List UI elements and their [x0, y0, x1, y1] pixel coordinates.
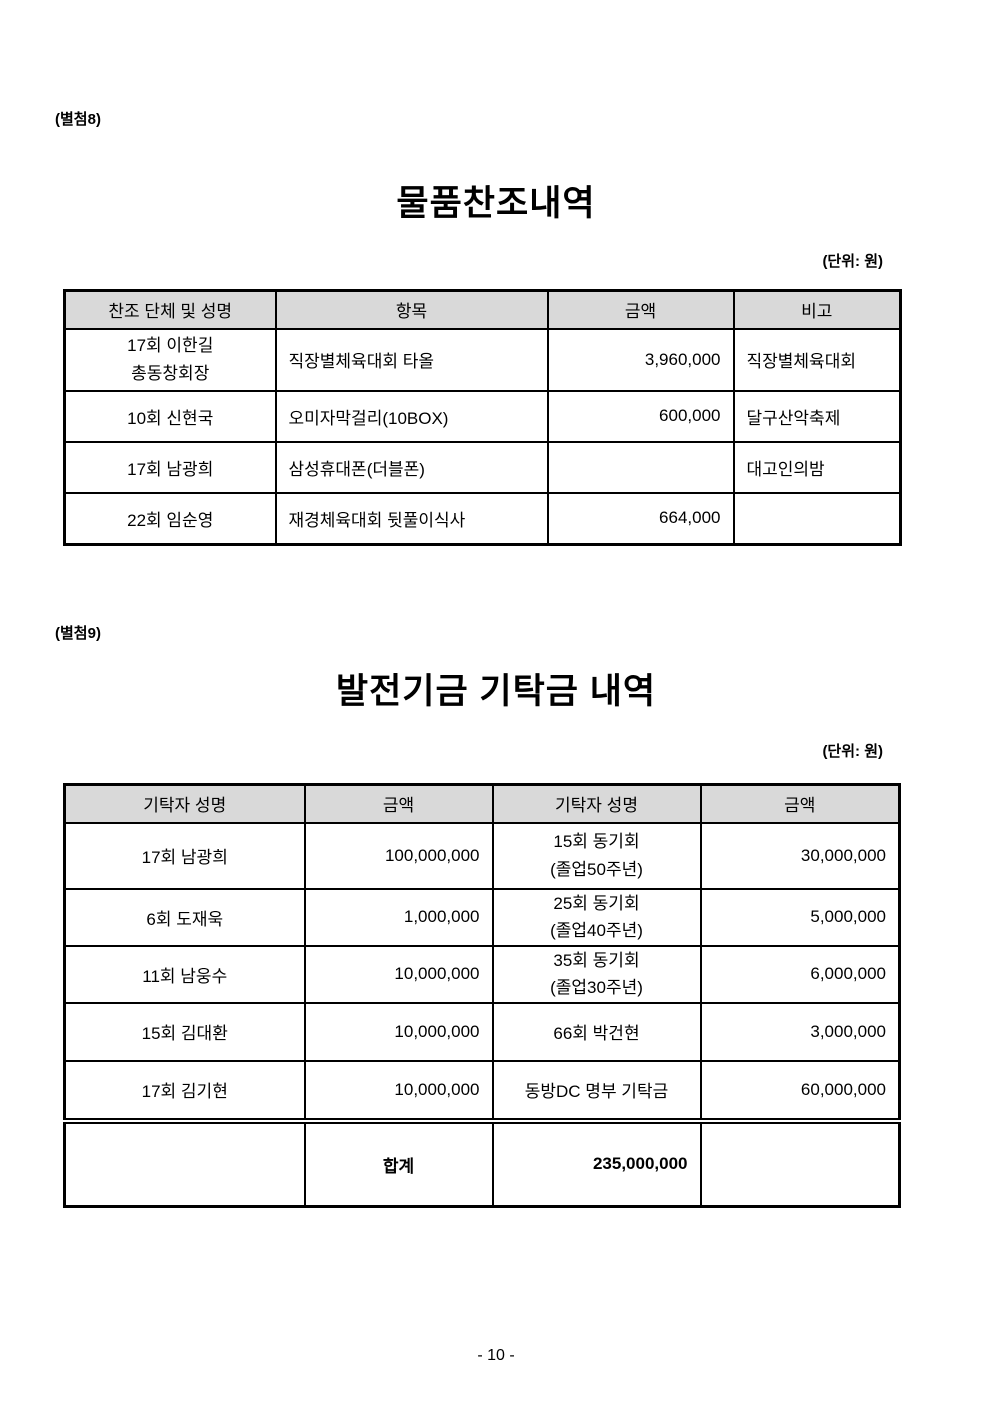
table-row: 17회 김기현 10,000,000 동방DC 명부 기탁금 60,000,00… — [63, 1059, 901, 1122]
cell-donor-right: 25회 동기회 (졸업40주년) — [491, 887, 702, 947]
header-donor: 찬조 단체 및 성명 — [63, 289, 277, 330]
table-row: 17회 남광희 100,000,000 15회 동기회 (졸업50주년) 30,… — [63, 821, 901, 890]
cell-donor-left: 6회 도재욱 — [63, 887, 306, 947]
cell-amount-left: 100,000,000 — [303, 821, 494, 890]
cell-item: 재경체육대회 뒷풀이식사 — [274, 491, 549, 546]
section2-unit-label: (단위: 원) — [822, 743, 883, 760]
cell-note — [732, 491, 902, 546]
cell-amount-left: 10,000,000 — [303, 1001, 494, 1062]
table-row: 11회 남웅수 10,000,000 35회 동기회 (졸업30주년) 6,00… — [63, 944, 901, 1004]
cell-donor-right: 15회 동기회 (졸업50주년) — [491, 821, 702, 890]
table-row: 22회 임순영 재경체육대회 뒷풀이식사 664,000 — [63, 491, 902, 546]
cell-donor: 17회 남광희 — [63, 440, 277, 494]
cell-amount — [546, 440, 735, 494]
cell-note: 대고인의밤 — [732, 440, 902, 494]
table-row: 15회 김대환 10,000,000 66회 박건현 3,000,000 — [63, 1001, 901, 1062]
cell-donor-right: 66회 박건현 — [491, 1001, 702, 1062]
cell-donor-left: 15회 김대환 — [63, 1001, 306, 1062]
cell-amount: 664,000 — [546, 491, 735, 546]
cell-donor: 17회 이한길 총동창회장 — [63, 327, 277, 392]
cell-item: 직장별체육대회 타올 — [274, 327, 549, 392]
header-donor-right: 기탁자 성명 — [491, 783, 702, 824]
cell-amount-right: 5,000,000 — [699, 887, 901, 947]
header-note: 비고 — [732, 289, 902, 330]
table-header-row: 찬조 단체 및 성명 항목 금액 비고 — [63, 289, 902, 330]
cell-note: 직장별체육대회 — [732, 327, 902, 392]
cell-total-label: 합계 — [303, 1117, 494, 1208]
cell-amount-left: 10,000,000 — [303, 944, 494, 1004]
total-row: 합계 235,000,000 — [63, 1117, 901, 1208]
cell-amount: 3,960,000 — [546, 327, 735, 392]
section2-title: 발전기금 기탁금 내역 — [335, 672, 657, 711]
table-row: 17회 남광희 삼성휴대폰(더블폰) 대고인의밤 — [63, 440, 902, 494]
header-donor-left: 기탁자 성명 — [63, 783, 306, 824]
attachment-label-8: (별첨8) — [55, 111, 101, 128]
cell-amount-left: 10,000,000 — [303, 1059, 494, 1122]
cell-donor-left: 17회 김기현 — [63, 1059, 306, 1122]
cell-empty — [699, 1117, 901, 1208]
table-row: 17회 이한길 총동창회장 직장별체육대회 타올 3,960,000 직장별체육… — [63, 327, 902, 392]
cell-empty — [63, 1117, 306, 1208]
cell-item: 삼성휴대폰(더블폰) — [274, 440, 549, 494]
cell-donor-left: 17회 남광희 — [63, 821, 306, 890]
cell-amount-right: 60,000,000 — [699, 1059, 901, 1122]
table-header-row: 기탁자 성명 금액 기탁자 성명 금액 — [63, 783, 901, 824]
header-amount-right: 금액 — [699, 783, 901, 824]
table-row: 10회 신현국 오미자막걸리(10BOX) 600,000 달구산악축제 — [63, 389, 902, 443]
section1-title: 물품찬조내역 — [396, 184, 596, 223]
table-row: 6회 도재욱 1,000,000 25회 동기회 (졸업40주년) 5,000,… — [63, 887, 901, 947]
page-number: - 10 - — [477, 1347, 515, 1364]
cell-donor-right: 동방DC 명부 기탁금 — [491, 1059, 702, 1122]
cell-donor: 10회 신현국 — [63, 389, 277, 443]
attachment-label-9: (별첨9) — [55, 625, 101, 642]
cell-item: 오미자막걸리(10BOX) — [274, 389, 549, 443]
cell-amount-right: 3,000,000 — [699, 1001, 901, 1062]
item-donation-table: 찬조 단체 및 성명 항목 금액 비고 17회 이한길 총동창회장 직장별체육대… — [63, 289, 902, 546]
header-item: 항목 — [274, 289, 549, 330]
header-amount: 금액 — [546, 289, 735, 330]
section1-unit-label: (단위: 원) — [822, 253, 883, 270]
cell-amount-right: 30,000,000 — [699, 821, 901, 890]
development-fund-table: 기탁자 성명 금액 기탁자 성명 금액 17회 남광희 100,000,000 … — [63, 783, 901, 1208]
cell-amount: 600,000 — [546, 389, 735, 443]
header-amount-left: 금액 — [303, 783, 494, 824]
cell-donor: 22회 임순영 — [63, 491, 277, 546]
cell-amount-left: 1,000,000 — [303, 887, 494, 947]
cell-note: 달구산악축제 — [732, 389, 902, 443]
cell-amount-right: 6,000,000 — [699, 944, 901, 1004]
cell-donor-left: 11회 남웅수 — [63, 944, 306, 1004]
cell-donor-right: 35회 동기회 (졸업30주년) — [491, 944, 702, 1004]
cell-total-amount: 235,000,000 — [491, 1117, 702, 1208]
